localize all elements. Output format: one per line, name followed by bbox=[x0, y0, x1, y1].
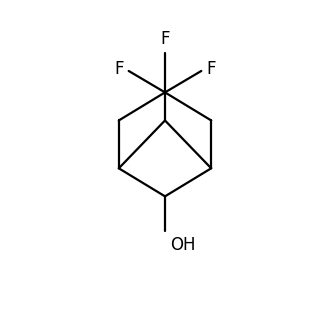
Text: F: F bbox=[114, 60, 124, 78]
Text: OH: OH bbox=[170, 236, 195, 254]
Text: F: F bbox=[160, 30, 170, 48]
Text: F: F bbox=[206, 60, 216, 78]
